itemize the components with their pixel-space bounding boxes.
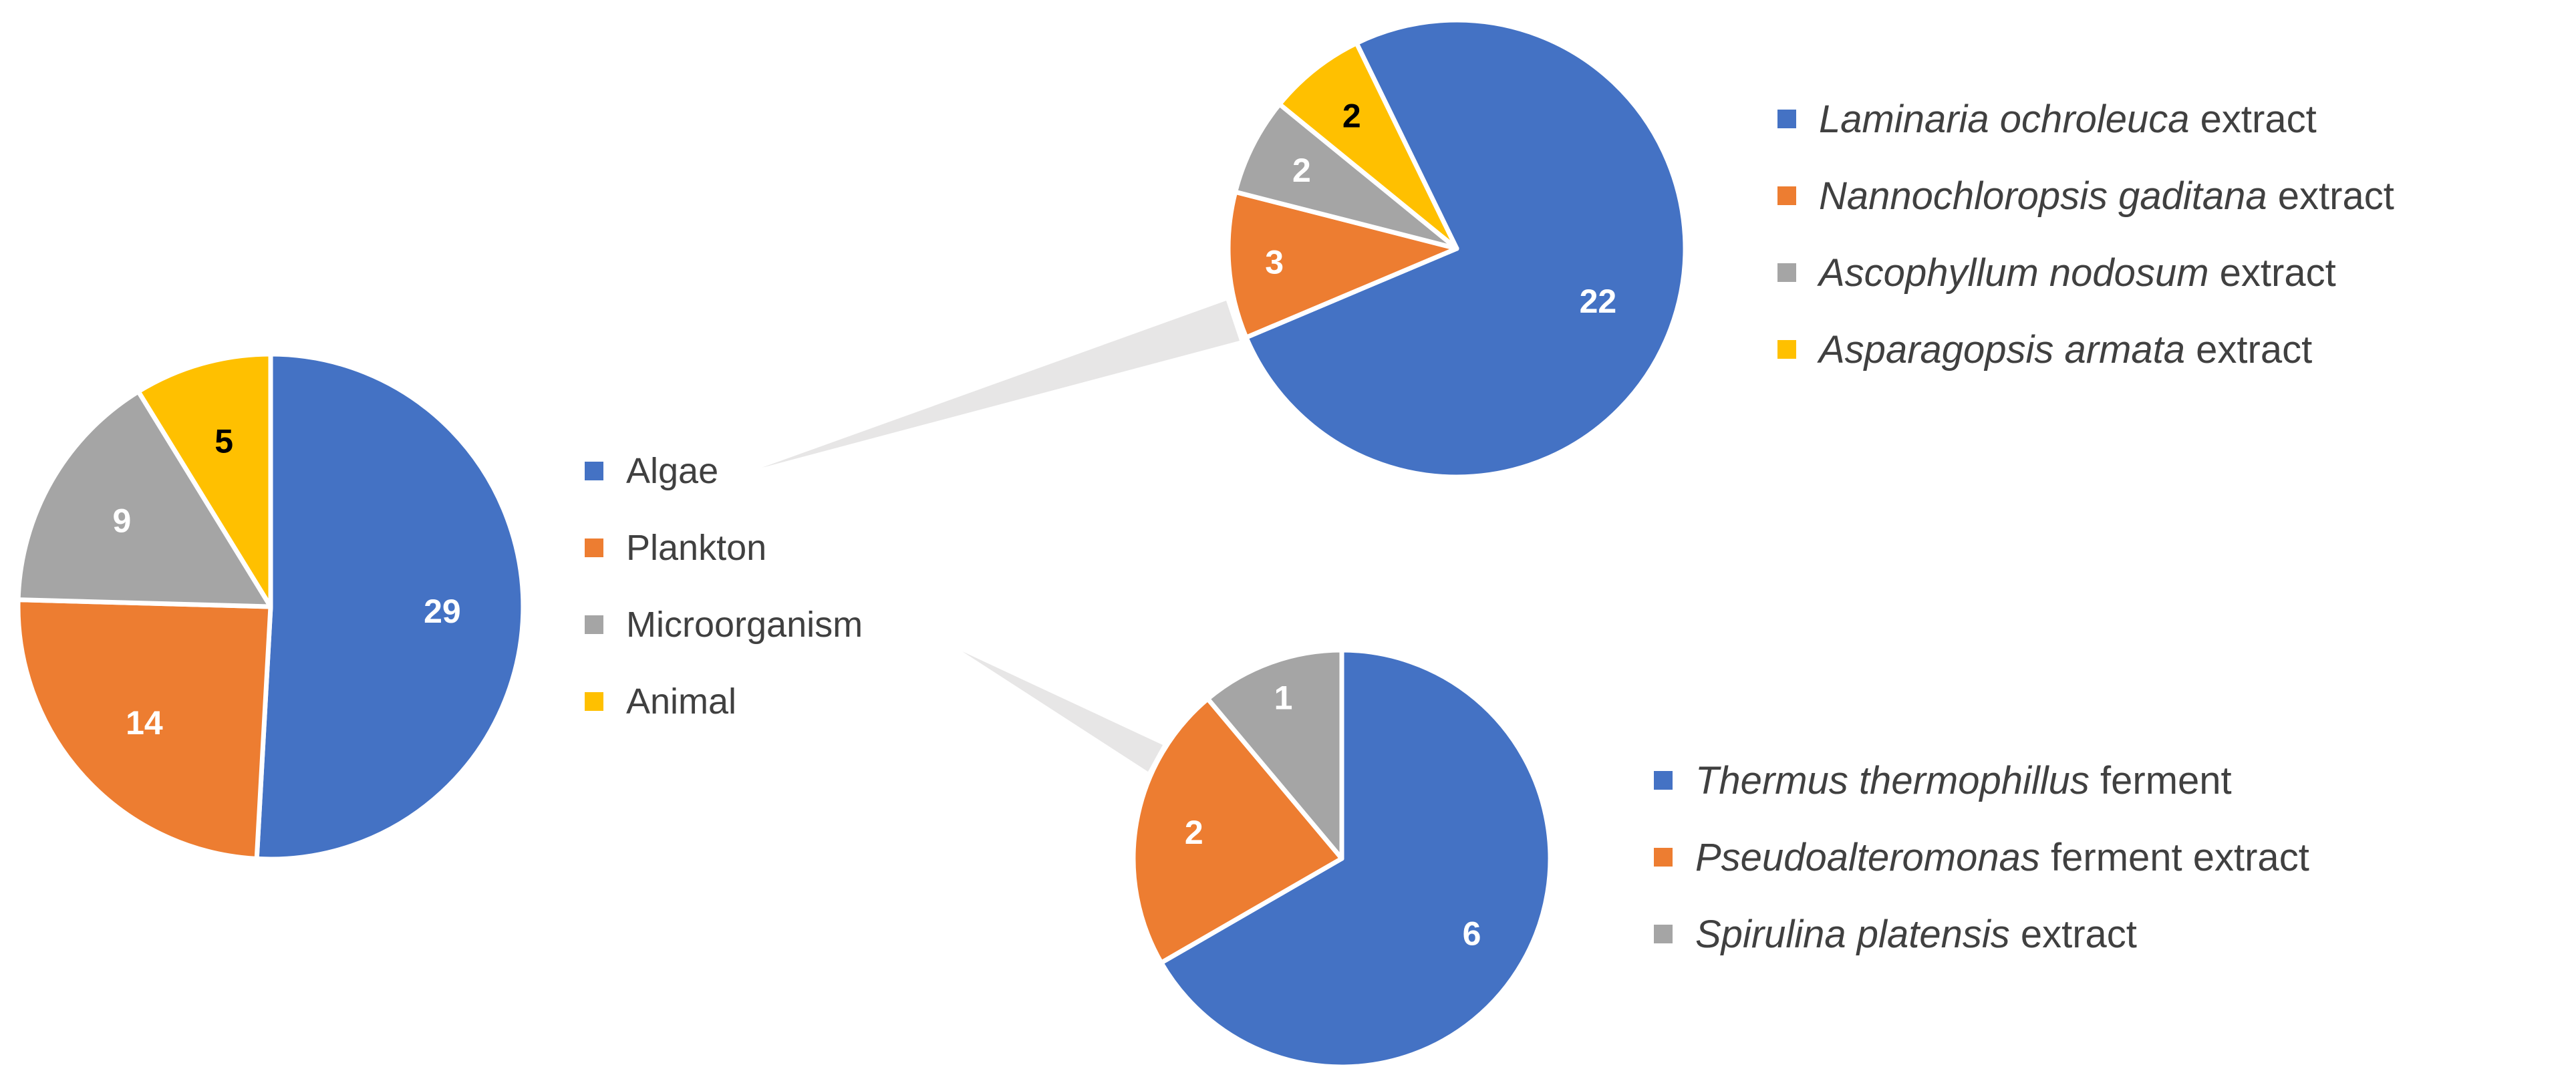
- micro-legend-swatch-thermus-thermophillus: [1654, 771, 1673, 790]
- algae-slice-asparagopsis-armata: [1277, 41, 1459, 251]
- main-legend-swatch-microorganism: [585, 615, 603, 634]
- main-pie: 29 14 9 5: [15, 351, 526, 862]
- main-legend-item-microorganism: Microorganism: [626, 605, 863, 645]
- main-legend-item-plankton: Plankton: [626, 528, 766, 568]
- algae-legend-swatch-asparagopsis-armata: [1777, 340, 1796, 359]
- algae-legend-swatch-ascophyllum-nodosum: [1777, 263, 1796, 282]
- algae-legend-swatch-laminaria-ochroleuca: [1777, 110, 1796, 128]
- algae-label-laminaria-ochroleuca: 22: [1580, 283, 1617, 320]
- main-legend-item-animal: Animal: [626, 681, 736, 722]
- algae-legend-item-ascophyllum-nodosum: Ascophyllum nodosum extract: [1817, 251, 2336, 295]
- algae-legend-item-nannochloropsis-gaditana: Nannochloropsis gaditana extract: [1819, 174, 2394, 218]
- algae-legend-item-laminaria-ochroleuca: Laminaria ochroleuca extract: [1819, 98, 2317, 141]
- algae-slice-ascophyllum-nodosum: [1233, 102, 1459, 251]
- main-legend-swatch-plankton: [585, 538, 603, 557]
- main-label-plankton: 14: [126, 704, 163, 742]
- microorganism-connector: [962, 651, 1163, 772]
- main-legend: Algae Plankton Microorganism Animal: [585, 451, 863, 722]
- algae-label-nannochloropsis-gaditana: 3: [1265, 243, 1284, 281]
- main-slice-animal: [136, 351, 273, 609]
- main-slice-microorganism: [15, 389, 273, 609]
- micro-slice-spirulina-platensis: [1205, 647, 1344, 861]
- micro-label-pseudoalteromonas: 2: [1185, 814, 1203, 851]
- microorganism-legend: Thermus thermophillus ferment Pseudoalter…: [1654, 759, 2309, 956]
- micro-slice-thermus-thermophillus: [1159, 647, 1553, 1070]
- microorganism-detail-pie: 6 2 1: [1131, 647, 1553, 1070]
- algae-slice-nannochloropsis-gaditana: [1226, 189, 1459, 340]
- micro-legend-swatch-pseudoalteromonas: [1654, 848, 1673, 867]
- algae-legend: Laminaria ochroleuca extract Nannochlorop…: [1777, 98, 2394, 371]
- main-slice-algae: [254, 351, 526, 862]
- algae-label-asparagopsis-armata: 2: [1342, 98, 1361, 135]
- micro-legend-item-spirulina-platensis: Spirulina platensis extract: [1695, 913, 2137, 956]
- micro-legend-item-thermus-thermophillus: Thermus thermophillus ferment: [1695, 759, 2232, 802]
- micro-label-spirulina-platensis: 1: [1274, 679, 1293, 717]
- algae-slice-laminaria-ochroleuca: [1244, 17, 1688, 480]
- main-label-algae: 29: [424, 593, 461, 630]
- micro-slice-pseudoalteromonas: [1131, 696, 1344, 965]
- main-legend-swatch-algae: [585, 462, 603, 480]
- main-label-microorganism: 9: [112, 502, 131, 540]
- algae-legend-swatch-nannochloropsis-gaditana: [1777, 186, 1796, 205]
- algae-detail-pie: 22 3 22: [1226, 17, 1688, 480]
- algae-connector: [762, 301, 1240, 468]
- main-label-animal: 5: [214, 423, 233, 460]
- algae-legend-item-asparagopsis-armata: Asparagopsis armata extract: [1817, 328, 2312, 371]
- micro-label-thermus-thermophillus: 6: [1463, 915, 1481, 952]
- algae-label-ascophyllum-nodosum: 2: [1292, 152, 1311, 189]
- micro-legend-item-pseudoalteromonas: Pseudoalteromonas ferment extract: [1695, 836, 2309, 879]
- main-slice-plankton: [15, 597, 273, 861]
- main-legend-swatch-animal: [585, 692, 603, 711]
- micro-legend-swatch-spirulina-platensis: [1654, 925, 1673, 943]
- main-legend-item-algae: Algae: [626, 451, 718, 491]
